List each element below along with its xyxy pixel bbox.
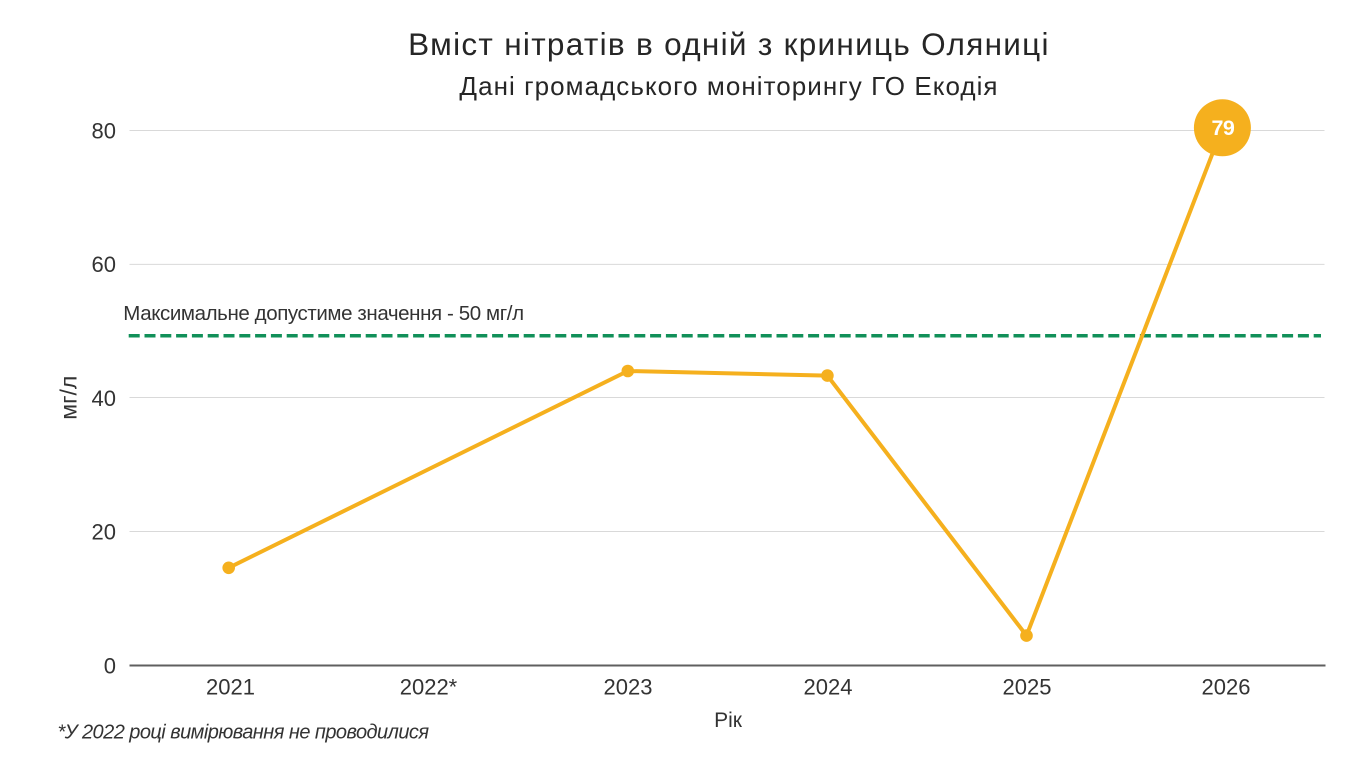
- svg-text:60: 60: [92, 252, 116, 277]
- svg-text:2022*: 2022*: [400, 675, 458, 700]
- svg-text:20: 20: [92, 520, 116, 545]
- svg-text:Дані громадського моніторингу: Дані громадського моніторингу ГО Екодія: [459, 71, 998, 101]
- svg-text:*У 2022 році вимірювання не пр: *У 2022 році вимірювання не проводилися: [58, 722, 430, 744]
- svg-text:80: 80: [92, 118, 116, 143]
- svg-text:Рік: Рік: [714, 709, 743, 732]
- svg-text:мг/л: мг/л: [56, 376, 82, 420]
- svg-text:2025: 2025: [1003, 675, 1052, 700]
- svg-text:0: 0: [104, 653, 116, 678]
- svg-text:2023: 2023: [604, 675, 653, 700]
- svg-text:2026: 2026: [1202, 675, 1251, 700]
- svg-text:79: 79: [1211, 116, 1234, 140]
- svg-text:Максимальне допустиме значення: Максимальне допустиме значення - 50 мг/л: [123, 302, 523, 325]
- svg-text:40: 40: [92, 386, 116, 411]
- svg-text:Вміст нітратів в одній з крини: Вміст нітратів в одній з криниць Оляниці: [408, 26, 1050, 62]
- svg-text:2021: 2021: [206, 675, 255, 700]
- svg-text:2024: 2024: [804, 675, 853, 700]
